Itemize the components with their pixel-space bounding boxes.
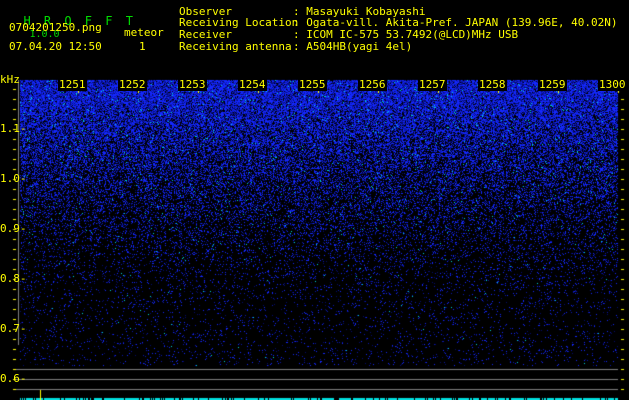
y-tick-label: 0.7- xyxy=(0,322,27,335)
info-label-antenna: Receiving antenna xyxy=(179,40,292,53)
y-tick-label: 0.8- xyxy=(0,272,27,285)
app-version: 1.0.0 xyxy=(29,29,60,40)
info-value-observer: : Masayuki Kobayashi xyxy=(293,5,426,18)
info-label-receiver: Receiver xyxy=(179,28,232,41)
y-tick-label: 1.1- xyxy=(0,122,27,135)
x-tick-label: 1254 xyxy=(238,78,267,91)
x-tick-label: 1258 xyxy=(478,78,507,91)
meteor-label: meteor xyxy=(124,26,164,39)
x-tick-label: 1300 xyxy=(598,78,627,91)
y-tick-label: 0.9- xyxy=(0,222,27,235)
x-tick-label: 1257 xyxy=(418,78,447,91)
file-datetime: 07.04.20 12:50 xyxy=(9,40,102,53)
app-title: H R O F F T 1.0.0 xyxy=(9,3,136,41)
meteor-count: 1 xyxy=(139,40,146,53)
x-tick-label: 1252 xyxy=(118,78,147,91)
y-tick-label: 0.6- xyxy=(0,372,27,385)
info-value-receiver: : ICOM IC-575 53.7492(@LCD)MHz USB xyxy=(293,28,519,41)
info-label-observer: Observer xyxy=(179,5,232,18)
x-tick-label: 1251 xyxy=(58,78,87,91)
info-label-location: Receiving Location xyxy=(179,16,299,29)
x-tick-label: 1255 xyxy=(298,78,327,91)
app-name: H R O F F T xyxy=(23,14,136,28)
y-axis-label: kHz xyxy=(0,73,20,86)
x-tick-label: 1253 xyxy=(178,78,207,91)
file-name: 0704201250.png xyxy=(9,21,102,34)
info-value-location: : Ogata-vill. Akita-Pref. JAPAN (139.96E… xyxy=(293,16,618,29)
x-tick-label: 1256 xyxy=(358,78,387,91)
info-value-antenna: : A504HB(yagi 4el) xyxy=(293,40,413,53)
y-tick-label: 1.0- xyxy=(0,172,27,185)
x-tick-label: 1259 xyxy=(538,78,567,91)
